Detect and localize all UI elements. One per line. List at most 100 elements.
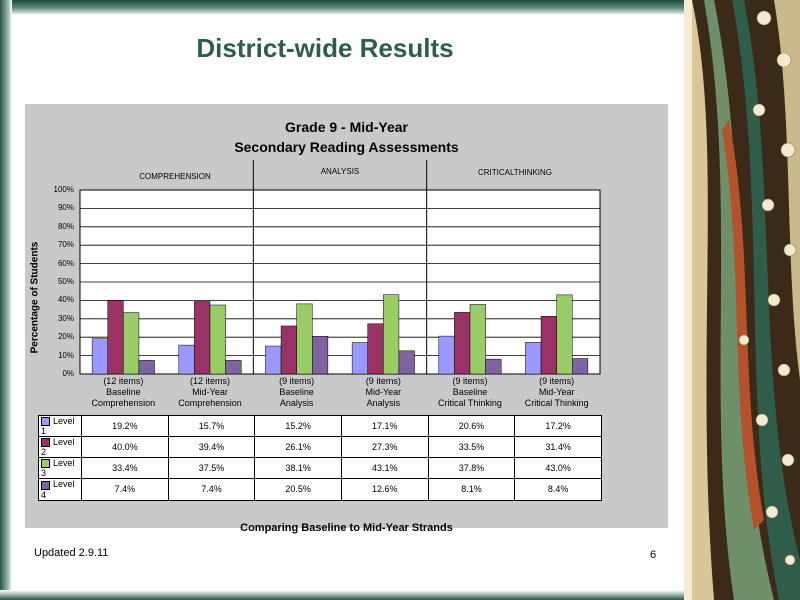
data-label: 33.5% — [427, 436, 516, 459]
bar-level-3-0 — [123, 312, 140, 375]
data-label: 20.5% — [254, 478, 342, 501]
bar-level-4-3 — [398, 350, 415, 375]
bar-level-1-2 — [265, 345, 282, 375]
bar-level-2-0 — [107, 300, 124, 375]
category-label-line: (9 items) — [279, 376, 315, 386]
category-label-line: Mid-Year — [365, 387, 402, 397]
category-label-line: Baseline — [279, 387, 314, 397]
data-table: Level 1 19.2% 15.7% 15.2% 17.1% 20.6% 17.2% Lev… — [38, 414, 602, 501]
legend-swatch — [41, 438, 50, 448]
category-label-line: Comprehension — [91, 398, 156, 408]
data-label: 40.0% — [81, 436, 169, 459]
bar-level-1-0 — [91, 338, 108, 375]
data-label: 12.6% — [340, 478, 429, 501]
data-label: 26.1% — [254, 436, 342, 459]
y-tick-label: 0% — [62, 369, 74, 378]
data-label: 38.1% — [254, 457, 342, 480]
slide-frame-top — [0, 0, 690, 14]
legend-swatch — [41, 459, 50, 469]
data-label: 43.0% — [514, 457, 602, 480]
category-label-line: Baseline — [106, 387, 141, 397]
bar-level-2-5 — [540, 315, 557, 375]
bar-level-4-5 — [572, 358, 589, 375]
data-label: 15.2% — [254, 414, 342, 438]
category-label-line: Mid-Year — [192, 387, 228, 397]
group-label-analysis: ANALYSIS — [320, 167, 360, 176]
y-tick-label: 60% — [57, 258, 74, 268]
bar-level-3-4 — [469, 304, 486, 375]
bar-level-3-2 — [296, 303, 313, 375]
data-label: 39.4% — [167, 436, 256, 459]
slide-frame-left — [0, 0, 12, 600]
page-number: 6 — [650, 549, 657, 561]
y-tick-label: 40% — [57, 295, 74, 305]
bar-level-4-1 — [225, 360, 242, 375]
legend-entry: Level 4 — [38, 478, 82, 501]
category-label-line: (9 items) — [539, 376, 575, 386]
y-tick-label: 30% — [57, 313, 74, 323]
y-tick-label: 70% — [57, 240, 74, 250]
legend-swatch — [41, 417, 50, 427]
legend-label: Level 2 — [41, 437, 75, 458]
data-label: 7.4% — [167, 478, 256, 501]
chart-title: Grade 9 - Mid-Year — [285, 119, 408, 135]
data-label: 17.1% — [340, 414, 429, 438]
category-label: (9 items) Baseline Analysis — [253, 376, 340, 409]
category-label-line: Mid-Year — [538, 387, 575, 397]
bar-level-1-4 — [438, 335, 455, 375]
category-label-line: Comprehension — [178, 398, 242, 408]
category-label: (9 items) Mid-Year Analysis — [340, 376, 427, 409]
bar-level-1-5 — [525, 342, 542, 375]
legend-entry: Level 1 — [38, 414, 82, 438]
bar-level-3-3 — [383, 294, 400, 375]
category-label: (9 items) Baseline Critical Thinking — [427, 376, 514, 409]
y-tick-label: 10% — [57, 350, 74, 360]
legend-entry: Level 2 — [38, 436, 82, 459]
category-label: (9 items) Mid-Year Critical Thinking — [513, 376, 600, 409]
y-tick-label: 20% — [57, 332, 74, 342]
table-row: Level 1 19.2% 15.7% 15.2% 17.1% 20.6% 17.2% — [38, 414, 602, 438]
legend-label: Level 1 — [41, 416, 75, 437]
bar-level-2-3 — [367, 323, 384, 375]
group-label-critical-thinking: CRITICALTHINKING — [477, 168, 553, 177]
table-row: Level 4 7.4% 7.4% 20.5% 12.6% 8.1% 8.4% — [38, 478, 602, 501]
table-row: Level 2 40.0% 39.4% 26.1% 27.3% 33.5% 31.4% — [38, 436, 602, 459]
slide-frame-bottom — [0, 590, 690, 600]
legend-entry: Level 3 — [38, 457, 82, 480]
category-label: (12 items) Baseline Comprehension — [80, 376, 167, 409]
updated-date: Updated 2.9.11 — [34, 547, 109, 559]
bar-level-2-2 — [280, 325, 297, 375]
bar-level-3-5 — [556, 294, 573, 375]
data-label: 27.3% — [340, 436, 429, 459]
category-label-line: Critical Thinking — [524, 398, 589, 408]
chart-subtitle: Secondary Reading Assessments — [234, 139, 459, 155]
bar-level-1-3 — [351, 342, 368, 375]
bar-level-4-2 — [312, 336, 329, 375]
chart-footnote: Comparing Baseline to Mid-Year Strands — [240, 522, 453, 534]
y-tick-label: 100% — [53, 185, 74, 194]
data-label: 33.4% — [81, 457, 169, 480]
bar-level-2-4 — [454, 312, 471, 375]
bar-level-4-4 — [485, 358, 502, 375]
data-label: 43.1% — [340, 457, 429, 480]
category-label: (12 items) Mid-Year Comprehension — [167, 376, 254, 409]
category-label-line: (9 items) — [452, 376, 488, 386]
bar-level-2-1 — [194, 301, 211, 375]
data-label: 15.7% — [167, 414, 256, 438]
y-tick-label: 80% — [57, 221, 74, 231]
category-label-line: (12 items) — [189, 376, 230, 386]
bar-level-1-1 — [178, 344, 195, 375]
group-label-comprehension: COMPREHENSION — [139, 172, 211, 181]
legend-label: Level 3 — [41, 458, 75, 479]
bar-level-4-0 — [138, 360, 155, 375]
data-label: 17.2% — [514, 414, 602, 438]
category-label-line: Analysis — [279, 398, 314, 408]
legend-swatch — [41, 480, 50, 490]
y-tick-label: 90% — [57, 203, 74, 213]
data-label: 7.4% — [81, 478, 169, 501]
category-label-line: (12 items) — [103, 376, 144, 386]
slide-title: District-wide Results — [196, 33, 454, 63]
data-label: 20.6% — [427, 414, 516, 438]
data-label: 31.4% — [514, 436, 602, 459]
